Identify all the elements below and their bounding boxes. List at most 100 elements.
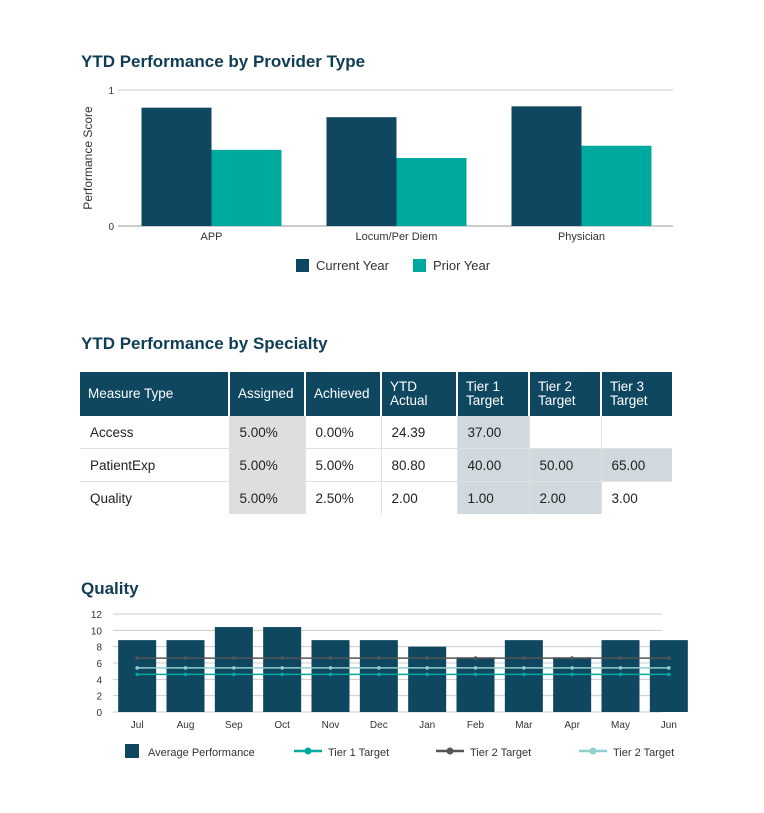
x-tick-label: Locum/Per Diem <box>356 231 438 243</box>
cell-tier1: 37.00 <box>457 416 530 449</box>
cell-ytd-actual: 24.39 <box>381 416 458 449</box>
header-assigned[interactable]: Assigned <box>229 372 306 416</box>
cell-ytd-actual: 2.00 <box>381 481 458 514</box>
header-tier2-target[interactable]: Tier 2 Target <box>529 372 602 416</box>
y-tick-label: 4 <box>96 675 102 686</box>
target-point <box>473 672 478 677</box>
cell-achieved: 0.00% <box>305 416 382 449</box>
provider-chart-title: YTD Performance by Provider Type <box>81 52 366 71</box>
legend-swatch <box>296 259 309 272</box>
y-tick-label: 6 <box>96 659 102 670</box>
legend-label: Tier 2 Target <box>470 747 531 759</box>
quality-chart-title: Quality <box>81 579 139 598</box>
bar-current-year <box>141 107 212 226</box>
target-point <box>232 672 236 677</box>
provider-type-chart: 0 1 Performance Score APP Locum/Per Diem Phys… <box>81 86 673 273</box>
legend-swatch <box>413 259 426 272</box>
cell-assigned: 5.00% <box>229 416 306 449</box>
x-tick-label: May <box>611 720 630 731</box>
target-point <box>473 666 478 670</box>
cell-tier1: 1.00 <box>457 481 530 514</box>
target-point <box>280 656 284 660</box>
y-tick-label: 0 <box>96 708 102 719</box>
target-point <box>425 672 429 677</box>
target-point <box>570 666 574 670</box>
x-tick-label: Nov <box>322 720 340 731</box>
legend-label: Tier 2 Target <box>613 747 674 759</box>
cell-tier1: 40.00 <box>457 448 530 482</box>
bar-average-performance <box>456 657 495 712</box>
x-tick-label: Sep <box>225 720 243 731</box>
y-tick-label: 1 <box>108 86 114 97</box>
legend-marker <box>304 747 312 755</box>
target-point <box>328 672 333 677</box>
target-point <box>377 656 381 660</box>
y-tick-label: 2 <box>96 692 102 703</box>
x-tick-label: APP <box>200 231 222 243</box>
target-point <box>183 656 188 660</box>
specialty-table-title: YTD Performance by Specialty <box>81 334 328 353</box>
target-point <box>135 656 139 660</box>
table-row: PatientExp 5.00% 5.00% 80.80 40.00 50.00… <box>80 448 672 482</box>
x-tick-label: Jan <box>419 720 435 731</box>
cell-achieved: 5.00% <box>305 448 382 482</box>
cell-achieved: 2.50% <box>305 481 382 514</box>
legend-marker <box>446 747 454 755</box>
bar-current-year <box>511 106 582 226</box>
x-tick-label: Mar <box>515 720 533 731</box>
target-point <box>473 656 478 660</box>
x-tick-label: Physician <box>558 231 605 243</box>
target-point <box>328 656 333 660</box>
target-point <box>425 656 429 660</box>
table-row: Quality 5.00% 2.50% 2.00 1.00 2.00 3.00 <box>80 481 672 514</box>
bar-current-year <box>326 117 397 226</box>
header-tier1-target[interactable]: Tier 1 Target <box>457 372 530 416</box>
cell-ytd-actual: 80.80 <box>381 448 458 482</box>
cell-measure: Access <box>80 416 230 449</box>
legend-label: Current Year <box>316 258 390 273</box>
x-tick-label: Feb <box>467 720 485 731</box>
cell-tier2: 50.00 <box>529 448 602 482</box>
target-point <box>522 666 526 670</box>
bar-prior-year <box>581 145 652 226</box>
target-point <box>280 666 284 670</box>
quality-chart: 0 2 4 6 8 10 12 Jul Aug Sep Oct Nov Dec Jan Feb Mar Apr M… <box>91 610 688 759</box>
target-point <box>667 666 671 670</box>
bar-prior-year <box>396 158 467 226</box>
cell-assigned: 5.00% <box>229 448 306 482</box>
target-point <box>618 666 623 670</box>
y-tick-label: 10 <box>91 626 103 637</box>
target-point <box>377 672 381 677</box>
header-ytd-actual[interactable]: YTD Actual <box>381 372 458 416</box>
target-point <box>135 672 139 677</box>
target-point <box>135 666 139 670</box>
x-tick-label: Jul <box>131 720 144 731</box>
x-tick-label: Oct <box>274 720 290 731</box>
target-point <box>667 672 671 677</box>
y-tick-label: 0 <box>108 222 114 233</box>
cell-measure: Quality <box>80 481 230 514</box>
target-point <box>280 672 284 677</box>
target-point <box>618 656 623 660</box>
target-point <box>328 666 333 670</box>
x-tick-label: Aug <box>177 720 195 731</box>
table-header-row: Measure Type Assigned Achieved YTD Actua… <box>80 372 672 416</box>
target-point <box>522 656 526 660</box>
specialty-table: Measure Type Assigned Achieved YTD Actua… <box>80 372 672 514</box>
header-tier3-target[interactable]: Tier 3 Target <box>601 372 672 416</box>
target-point <box>570 672 574 677</box>
target-point <box>183 672 188 677</box>
y-tick-label: 8 <box>96 643 102 654</box>
target-point <box>377 666 381 670</box>
legend-swatch <box>125 744 139 758</box>
cell-tier3 <box>601 416 672 449</box>
target-point <box>183 666 188 670</box>
legend-label: Tier 1 Target <box>328 747 389 759</box>
header-achieved[interactable]: Achieved <box>305 372 382 416</box>
table-row: Access 5.00% 0.00% 24.39 37.00 <box>80 416 672 449</box>
x-tick-label: Jun <box>661 720 677 731</box>
x-tick-label: Dec <box>370 720 388 731</box>
cell-tier3: 65.00 <box>601 448 672 482</box>
legend-marker <box>589 747 597 755</box>
header-measure-type[interactable]: Measure Type <box>80 372 230 416</box>
